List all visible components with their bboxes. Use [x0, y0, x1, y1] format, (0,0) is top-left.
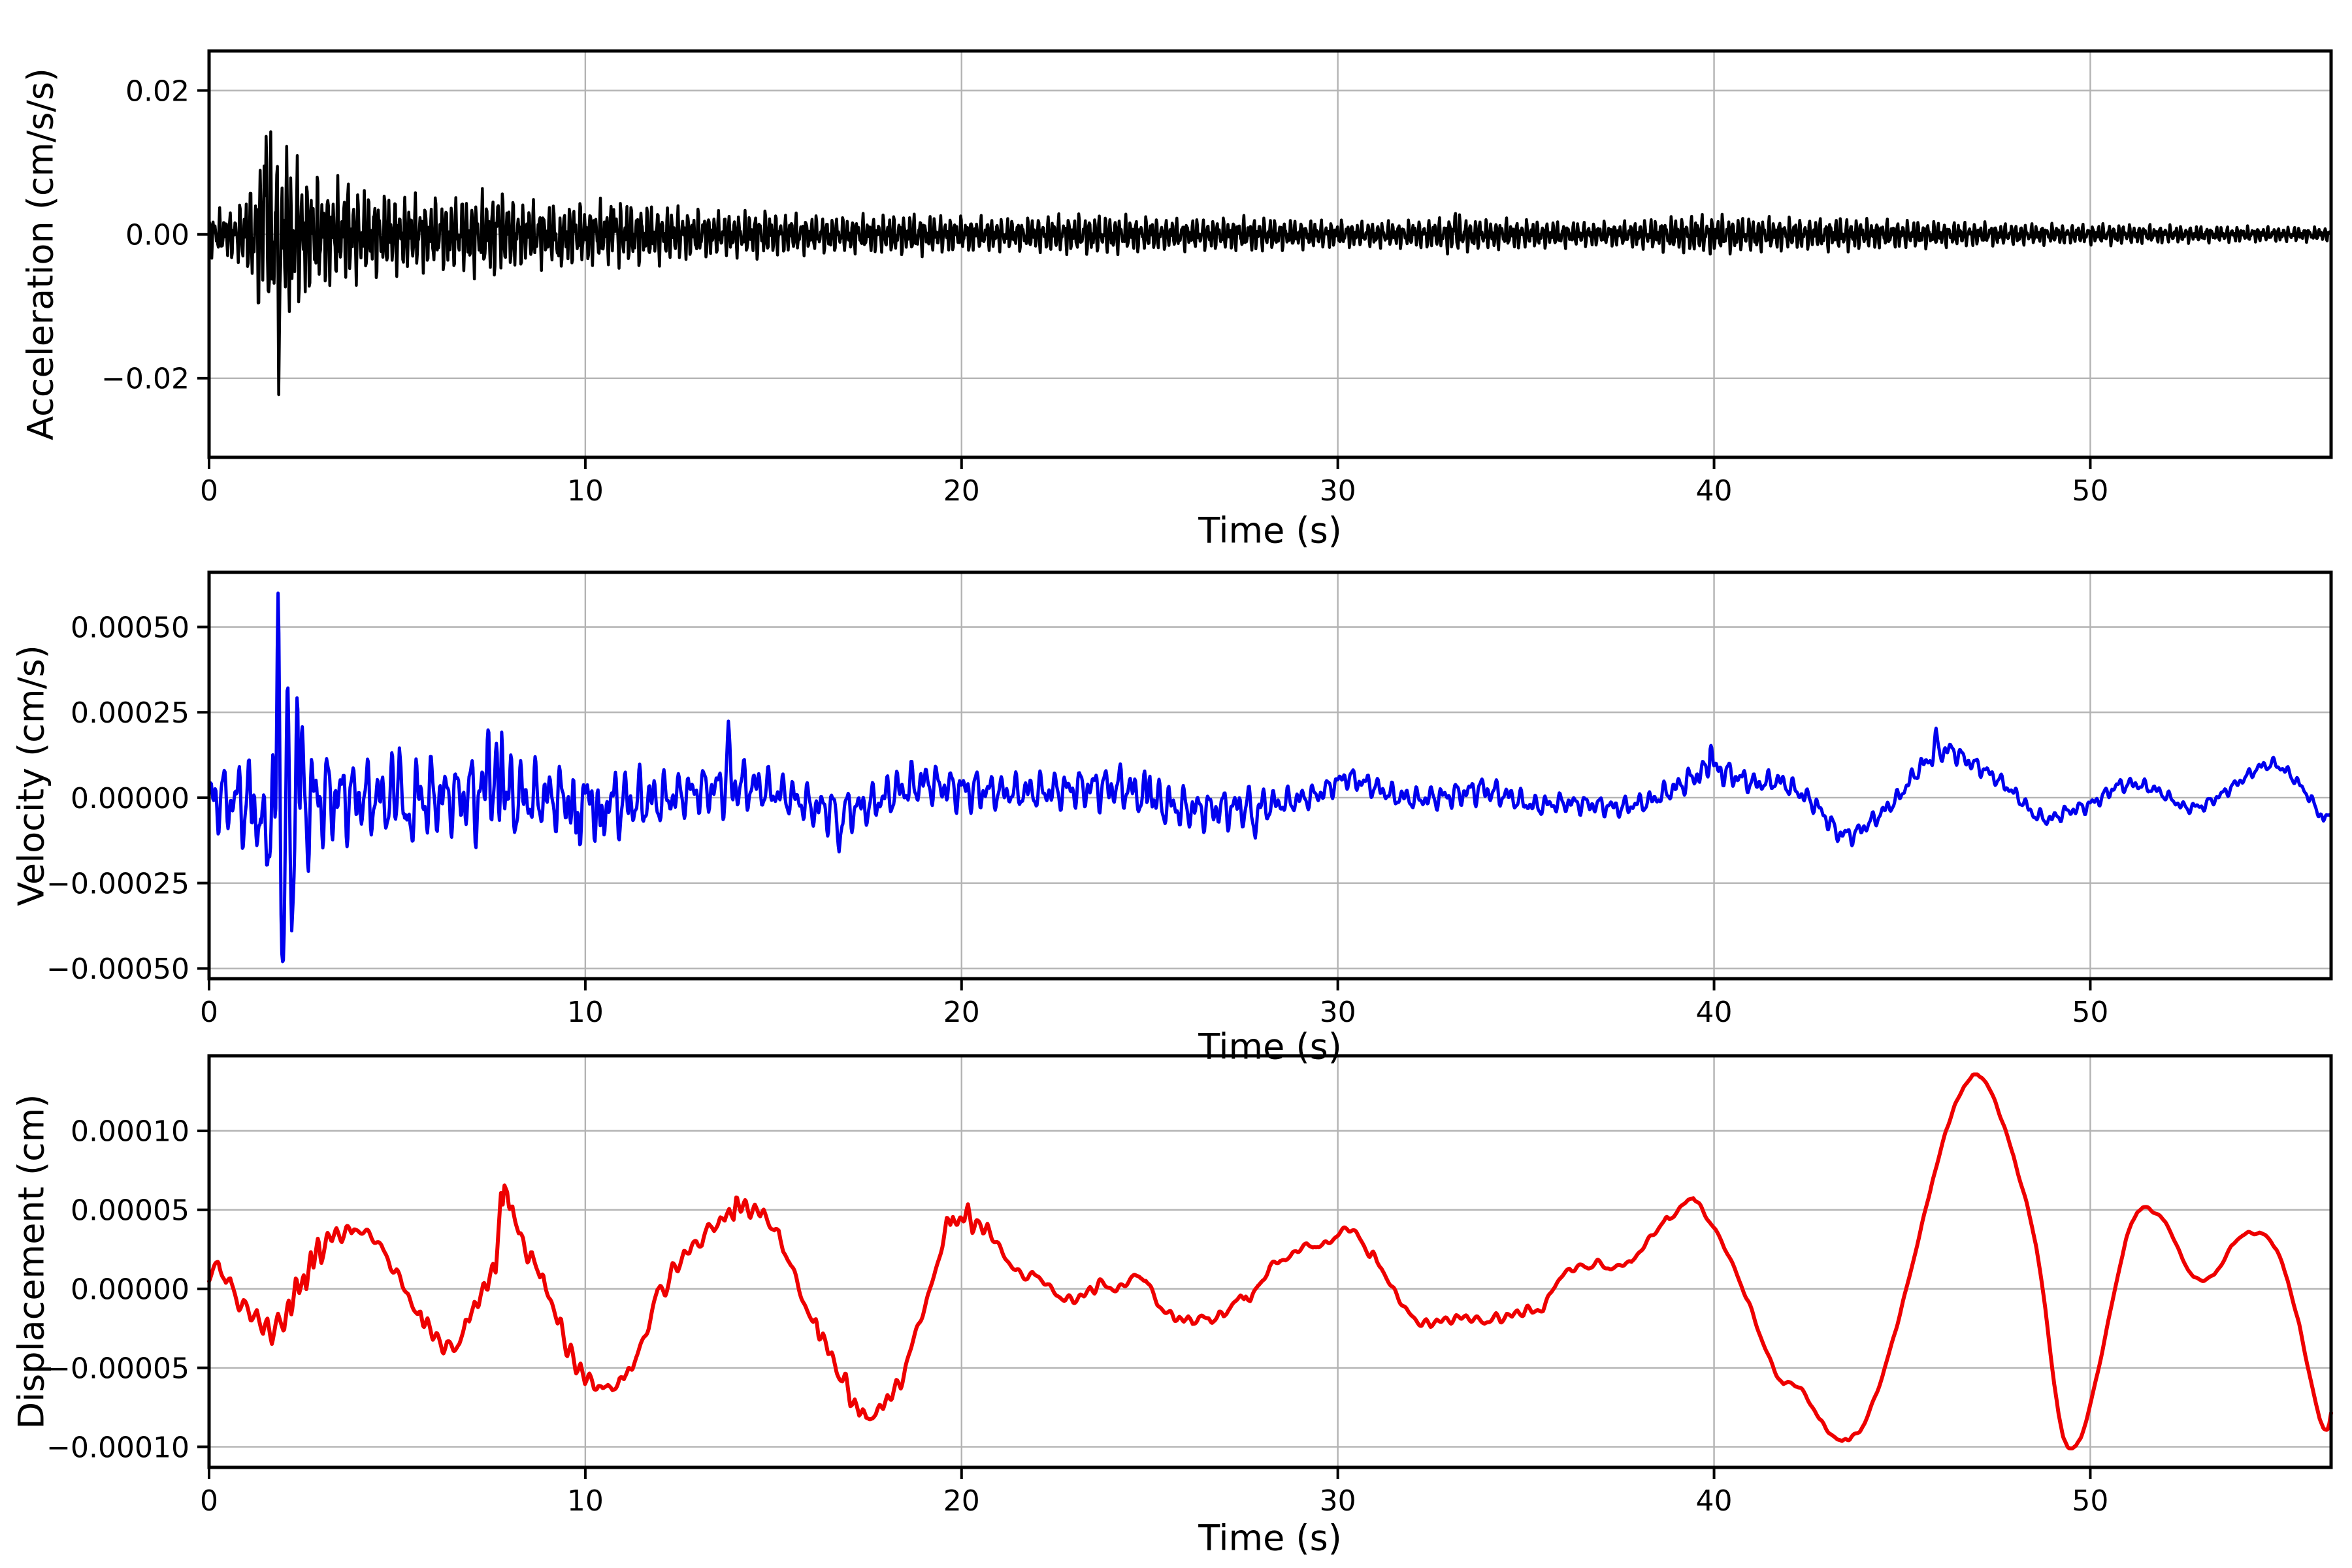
x-tick-label: 0 — [200, 1484, 218, 1518]
acceleration-spines — [207, 49, 2333, 459]
x-tick-label: 20 — [943, 474, 980, 508]
y-tick-label: 0.02 — [125, 74, 189, 108]
x-tick-label: 10 — [567, 996, 604, 1029]
time-axis-label-acceleration: Time (s) — [1198, 510, 1342, 551]
y-tick-label: −0.02 — [101, 363, 189, 396]
y-tick-label: 0.00010 — [71, 1115, 189, 1149]
displacement-spines — [207, 1054, 2333, 1469]
x-tick-label: 20 — [943, 996, 980, 1029]
x-tick-label: 0 — [200, 996, 218, 1029]
acceleration-trace — [207, 130, 2333, 397]
y-tick-label: −0.00025 — [46, 867, 189, 900]
velocity-plot-area: 0 10 20 30 40 50 0.00050 0.00025 0.00000 −0.00025… — [46, 570, 2333, 1029]
displacement-trace — [207, 1072, 2333, 1450]
y-tick-label: 0.00000 — [71, 1273, 189, 1307]
velocity-spines — [207, 570, 2333, 981]
x-tick-label: 40 — [1696, 474, 1733, 508]
x-tick-label: 50 — [2072, 1484, 2108, 1518]
y-tick-label: 0.00 — [125, 219, 189, 252]
x-tick-label: 10 — [567, 1484, 604, 1518]
x-tick-label: 40 — [1696, 996, 1733, 1029]
x-tick-label: 30 — [1320, 1484, 1356, 1518]
displacement-plot-area: 0 10 20 30 40 50 0.00010 0.00005 0.00000 −0.00005… — [46, 1054, 2333, 1518]
x-tick-label: 30 — [1320, 996, 1356, 1029]
x-tick-label: 30 — [1320, 474, 1356, 508]
y-tick-label: 0.00000 — [71, 782, 189, 815]
x-tick-label: 0 — [200, 474, 218, 508]
velocity-y-axis-label: Velocity (cm/s) — [10, 645, 52, 906]
acceleration-y-axis-label: Acceleration (cm/s/s) — [20, 68, 61, 440]
time-axis-label-displacement: Time (s) — [1198, 1517, 1342, 1559]
y-tick-label: −0.00010 — [46, 1431, 189, 1464]
y-tick-label: 0.00050 — [71, 611, 189, 644]
y-tick-label: −0.00005 — [46, 1352, 189, 1385]
y-tick-label: −0.00050 — [46, 953, 189, 986]
velocity-trace — [207, 591, 2333, 964]
displacement-y-axis-label: Displacement (cm) — [10, 1094, 52, 1429]
x-tick-label: 50 — [2072, 996, 2108, 1029]
y-tick-label: 0.00025 — [71, 696, 189, 730]
x-tick-label: 40 — [1696, 1484, 1733, 1518]
y-tick-label: 0.00005 — [71, 1194, 189, 1228]
x-tick-label: 10 — [567, 474, 604, 508]
x-tick-label: 20 — [943, 1484, 980, 1518]
time-axis-label-velocity: Time (s) — [1198, 1026, 1342, 1068]
x-tick-label: 50 — [2072, 474, 2108, 508]
acceleration-plot-area: 0 10 20 30 40 50 0.02 0.00 −0.02 — [101, 49, 2333, 508]
